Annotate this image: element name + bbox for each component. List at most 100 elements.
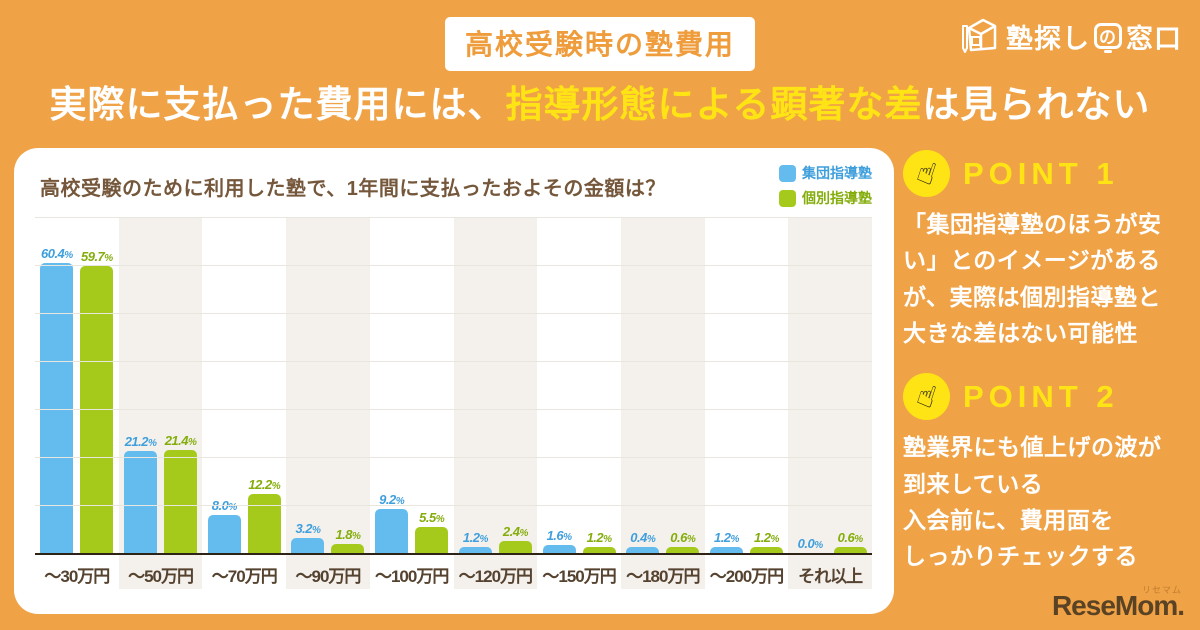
category-column: 8.0% 12.2% 〜70万円 — [202, 217, 286, 589]
category-label: 〜180万円 — [626, 566, 700, 586]
bar — [415, 526, 449, 553]
grid-line — [35, 409, 872, 410]
bar — [498, 541, 532, 553]
bar — [833, 547, 867, 553]
category-label: 〜120万円 — [458, 566, 533, 586]
bar-value-label: 1.2% — [713, 530, 740, 545]
topic-badge: 高校受験時の塾費用 — [444, 17, 756, 71]
bar-value-label: 1.2% — [753, 530, 780, 545]
chart-card: 高校受験のために利用した塾で、1年間に支払ったおよその金額は？ 集団指導塾 個別… — [14, 148, 894, 614]
category-column: 0.4% 0.6% 〜180万円 — [620, 217, 705, 589]
category-column: 9.2% 5.5% 〜100万円 — [370, 217, 454, 589]
brand-name: 塾探し の 窓口 — [1006, 17, 1182, 56]
bar-value-label: 1.8% — [335, 527, 361, 543]
bar — [709, 547, 743, 553]
point-1-block: ☝ POINT 1 「集団指導塾のほうが安 い」とのイメージがある が、実際は個… — [896, 143, 1188, 351]
category-label: 〜30万円 — [44, 566, 110, 586]
point-2-body: 塾業界にも値上げの波が 到来している 入会前に、費用面を しっかりチェックする — [903, 434, 1162, 570]
legend-item-individual: 個別指導塾 — [779, 188, 872, 208]
resemom-logo: リセマム ReseMom. — [1051, 585, 1185, 622]
chart-legend: 集団指導塾 個別指導塾 — [779, 163, 872, 208]
page-title: 実際に支払った費用には、指導形態による顕著な差は見られない — [0, 74, 1200, 128]
bar — [582, 547, 616, 553]
bar-unit: 5.5% — [415, 217, 449, 553]
bar-value-label: 21.4% — [164, 433, 197, 449]
legend-swatch-blue — [779, 164, 796, 182]
bar-value-label: 0.6% — [670, 530, 696, 545]
category-column: 21.2% 21.4% 〜50万円 — [118, 217, 203, 589]
bar-value-label: 0.0% — [797, 536, 824, 551]
legend-label-group: 集団指導塾 — [802, 165, 872, 181]
bar — [40, 263, 74, 553]
points-panel: ☝ POINT 1 「集団指導塾のほうが安 い」とのイメージがある が、実際は個… — [896, 143, 1188, 575]
category-label: 〜70万円 — [211, 566, 278, 586]
resemom-ruby: リセマム — [1141, 585, 1182, 595]
chart-question-title: 高校受験のために利用した塾で、1年間に支払ったおよその金額は？ — [40, 178, 666, 200]
bar-unit: 1.2% — [458, 217, 492, 553]
x-axis-baseline — [35, 553, 872, 555]
bar — [458, 547, 492, 553]
page-title-pre: 実際に支払った費用には、 — [49, 84, 506, 125]
grid-line — [35, 217, 872, 218]
bar-unit: 0.0% — [794, 217, 827, 553]
grid-line — [35, 313, 872, 314]
legend-swatch-green — [779, 189, 796, 207]
bar-unit: 21.4% — [164, 217, 198, 553]
bar-unit: 21.2% — [124, 217, 158, 553]
point-2-header: ☝ POINT 2 — [896, 367, 1188, 427]
pointing-hand-icon: ☝ — [896, 367, 957, 427]
bar-unit: 1.6% — [542, 217, 576, 553]
point-1-header: ☝ POINT 1 — [896, 143, 1188, 204]
category-column: 3.2% 1.8% 〜90万円 — [286, 217, 370, 589]
category-label: 〜50万円 — [128, 566, 194, 586]
category-label: 〜100万円 — [374, 566, 449, 586]
grid-line — [35, 265, 872, 266]
category-label: それ以上 — [798, 566, 863, 586]
bar — [666, 547, 700, 553]
brand-logo: 塾探し の 窓口 — [957, 14, 1182, 59]
bar-unit: 8.0% — [207, 217, 241, 553]
bar-value-label: 2.4% — [502, 524, 529, 540]
page-title-post: は見られない — [922, 84, 1151, 125]
grid-line — [35, 361, 872, 362]
bar — [164, 450, 198, 553]
bar — [247, 494, 281, 553]
bar — [291, 537, 325, 553]
bar-value-label: 60.4% — [40, 246, 73, 262]
bar-value-label: 1.2% — [586, 530, 613, 545]
bar — [626, 547, 660, 553]
bar-value-label: 0.6% — [837, 530, 864, 545]
resemom-wordmark: ReseMom. — [1051, 590, 1185, 621]
monitor-icon: の — [1094, 22, 1122, 53]
bar — [207, 514, 241, 553]
point-2-block: ☝ POINT 2 塾業界にも値上げの波が 到来している 入会前に、費用面を し… — [896, 367, 1188, 574]
category-column: 60.4% 59.7% 〜30万円 — [35, 217, 119, 589]
brand-name-part1: 塾探し — [1006, 24, 1090, 54]
bar-value-label: 59.7% — [80, 249, 113, 265]
page-title-highlight: 指導形態による顕著な差 — [505, 84, 923, 125]
topic-badge-label: 高校受験時の塾費用 — [464, 29, 736, 60]
category-column: 1.2% 2.4% 〜120万円 — [453, 217, 538, 589]
plot-columns: 60.4% 59.7% 〜30万円 21.2% 21.4% 〜50万円 8.0% 12.2% 〜… — [35, 217, 873, 589]
bar-unit: 3.2% — [291, 217, 325, 553]
bar-chart-plot: 60.4% 59.7% 〜30万円 21.2% 21.4% 〜50万円 8.0% 12.2% 〜… — [35, 217, 873, 589]
bar-unit: 1.2% — [749, 217, 783, 553]
bar-value-label: 1.6% — [546, 528, 573, 544]
bar-value-label: 9.2% — [379, 491, 405, 507]
house-icon — [957, 14, 999, 59]
point-1-body: 「集団指導塾のほうが安 い」とのイメージがある が、実際は個別指導塾と 大きな差… — [903, 211, 1162, 346]
bar-unit: 59.7% — [80, 217, 114, 553]
bar — [542, 545, 576, 553]
grid-line — [35, 457, 872, 458]
category-column: 0.0% 0.6% それ以上 — [788, 217, 873, 589]
brand-name-mid: の — [1099, 28, 1117, 47]
bar — [749, 547, 783, 553]
bar-unit: 12.2% — [247, 217, 281, 553]
category-label: 〜200万円 — [709, 566, 784, 586]
bar-unit: 1.8% — [331, 217, 365, 553]
grid-line — [35, 505, 872, 506]
bar-unit: 1.2% — [582, 217, 616, 553]
category-column: 1.2% 1.2% 〜200万円 — [705, 217, 789, 589]
point-1-heading: POINT 1 — [963, 155, 1119, 191]
category-label: 〜90万円 — [295, 566, 362, 586]
